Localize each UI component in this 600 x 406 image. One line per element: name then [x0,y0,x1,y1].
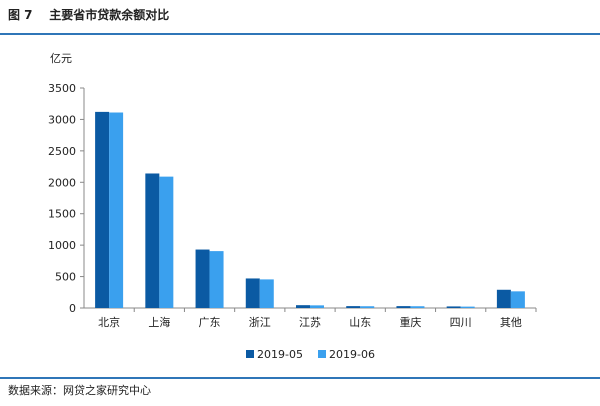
x-tick-label: 浙江 [249,316,271,329]
x-tick-label: 其他 [500,316,522,329]
y-tick-label: 1000 [48,239,76,252]
bar-2-1 [109,112,124,308]
source-note: 数据来源：网贷之家研究中心 [8,384,151,397]
bar-chart: 亿元 北京 上海 广东 浙江 江苏 山东 重庆 四川 其他 0 500 1000 1500 2000 25… [48,52,537,361]
bar-1-7 [396,306,411,308]
bar-2-4 [259,279,274,308]
y-tick-label: 1500 [48,208,76,221]
y-tick-label: 500 [55,271,76,284]
y-axis-label: 亿元 [50,52,72,65]
bar-1-9 [496,289,511,308]
x-tick-label: 四川 [450,316,472,329]
bar-2-2 [159,176,174,308]
y-tick-label: 2500 [48,145,76,158]
top-divider [0,33,600,35]
bottom-divider [0,377,600,379]
x-tick-label: 北京 [98,315,120,329]
bar-2-5 [310,305,324,308]
bar-2-8 [460,306,475,308]
x-tick-label: 重庆 [399,315,421,329]
bar-2-6 [360,306,375,308]
x-tick-label: 山东 [349,316,371,329]
bar-1-1 [95,111,110,308]
bar-1-3 [195,249,210,308]
legend-swatch-2 [318,350,326,358]
bar-1-6 [346,306,361,308]
figure-title: 图 7 主要省市贷款余额对比 [8,8,170,22]
bar-2-3 [209,251,224,308]
legend-label-1: 2019-05 [257,348,303,361]
bar-1-8 [446,306,461,308]
x-tick-label: 广东 [199,316,221,329]
bars [95,111,525,308]
bar-2-9 [510,291,525,308]
x-tick-label: 上海 [148,315,170,329]
y-tick-labels: 0 500 1000 1500 2000 2500 3000 3500 [48,82,76,315]
bar-1-2 [145,173,160,308]
legend-swatch-1 [246,350,254,358]
bar-2-7 [410,306,425,308]
y-tick-label: 3000 [48,113,76,126]
x-tick-label: 江苏 [299,316,321,329]
y-tick-label: 2000 [48,176,76,189]
bar-1-5 [296,305,310,308]
legend: 2019-05 2019-06 [246,348,375,361]
x-tick-labels: 北京 上海 广东 浙江 江苏 山东 重庆 四川 其他 [98,315,522,329]
y-tick-label: 3500 [48,82,76,95]
y-tick-label: 0 [69,302,76,315]
bar-1-4 [245,278,260,308]
legend-label-2: 2019-06 [329,348,375,361]
